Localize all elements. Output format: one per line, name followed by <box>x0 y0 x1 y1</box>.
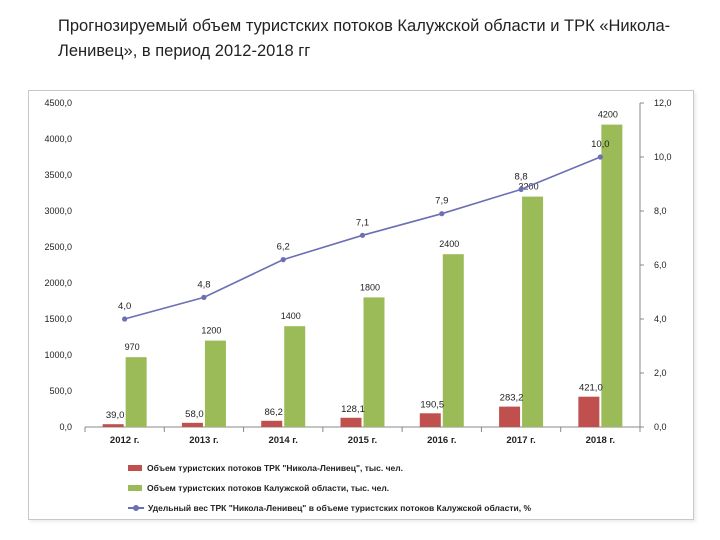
y-right-tick-label: 12,0 <box>654 98 672 108</box>
bar-trk <box>499 406 521 427</box>
y-right-tick-label: 0,0 <box>654 422 667 432</box>
legend-swatch-kaluga <box>128 485 142 491</box>
data-label-kaluga: 1200 <box>201 326 221 336</box>
legend-label-kaluga: Объем туристских потоков Калужской облас… <box>147 483 390 493</box>
data-label-kaluga: 4200 <box>598 110 618 120</box>
y-left-tick-label: 1000,0 <box>44 350 72 360</box>
y-left-tick-label: 3500,0 <box>44 170 72 180</box>
data-label-kaluga: 970 <box>125 342 140 352</box>
y-left-tick-label: 2000,0 <box>44 278 72 288</box>
legend-label-share: Удельный вес ТРК "Никола-Ленивец" в объе… <box>148 503 532 513</box>
point-share <box>518 186 524 192</box>
data-label-trk: 128,1 <box>341 404 365 415</box>
bar-kaluga <box>601 124 623 427</box>
y-right-tick-label: 8,0 <box>654 206 667 216</box>
bar-trk <box>261 420 283 427</box>
legend: Объем туристских потоков ТРК "Никола-Лен… <box>128 458 531 518</box>
y-left-tick-label: 3000,0 <box>44 206 72 216</box>
bar-trk <box>102 424 124 427</box>
y-right-tick-label: 6,0 <box>654 260 667 270</box>
data-label-trk: 39,0 <box>106 410 125 421</box>
data-label-kaluga: 2400 <box>439 239 459 249</box>
x-tick-label: 2014 г. <box>269 435 298 446</box>
point-share <box>597 154 603 160</box>
y-left-tick-label: 4000,0 <box>44 134 72 144</box>
point-share <box>439 211 445 217</box>
data-label-trk: 190,5 <box>420 399 444 410</box>
x-tick-label: 2018 г. <box>586 435 615 446</box>
data-label-kaluga: 1800 <box>360 282 380 292</box>
data-label-share: 7,9 <box>435 196 448 207</box>
data-label-trk: 421,0 <box>579 383 603 394</box>
legend-swatch-trk <box>128 465 142 471</box>
data-label-share: 8,8 <box>514 171 527 182</box>
data-label-share: 7,1 <box>356 217 369 228</box>
point-share <box>122 316 128 322</box>
legend-item-share: Удельный вес ТРК "Никола-Ленивец" в объе… <box>128 498 531 518</box>
bar-trk <box>340 417 362 427</box>
legend-swatch-share <box>128 504 144 512</box>
x-tick-label: 2015 г. <box>348 435 377 446</box>
data-label-kaluga: 1400 <box>281 311 301 321</box>
x-tick-label: 2017 г. <box>506 435 535 446</box>
data-label-share: 4,8 <box>197 279 210 290</box>
y-right-tick-label: 2,0 <box>654 368 667 378</box>
point-share <box>359 232 366 238</box>
bar-trk <box>181 422 203 427</box>
bar-trk <box>578 396 600 427</box>
data-label-share: 4,0 <box>118 301 131 312</box>
bar-kaluga <box>522 196 544 427</box>
data-label-share: 6,2 <box>277 242 290 253</box>
y-left-tick-label: 0,0 <box>59 422 72 432</box>
x-tick-label: 2016 г. <box>427 435 456 446</box>
page-title: Прогнозируемый объем туристских потоков … <box>58 17 671 60</box>
legend-label-trk: Объем туристских потоков ТРК "Никола-Лен… <box>147 463 404 473</box>
data-label-trk: 58,0 <box>185 409 204 420</box>
bar-kaluga <box>284 326 306 427</box>
bar-kaluga <box>442 254 464 427</box>
y-left-tick-label: 500,0 <box>49 386 72 396</box>
data-label-trk: 283,2 <box>500 393 524 404</box>
data-label-trk: 86,2 <box>264 407 283 418</box>
data-label-share: 10,0 <box>591 139 610 150</box>
x-tick-label: 2013 г. <box>189 435 218 446</box>
bar-kaluga <box>125 357 147 427</box>
legend-item-trk: Объем туристских потоков ТРК "Никола-Лен… <box>128 458 531 478</box>
bar-kaluga <box>363 297 385 427</box>
bar-trk <box>419 413 441 427</box>
legend-item-kaluga: Объем туристских потоков Калужской облас… <box>128 478 531 498</box>
bar-kaluga <box>204 340 226 427</box>
point-share <box>280 257 286 263</box>
y-right-tick-label: 4,0 <box>654 314 667 324</box>
y-left-tick-label: 2500,0 <box>44 242 72 252</box>
x-tick-label: 2012 г. <box>110 435 139 446</box>
y-left-tick-label: 1500,0 <box>44 314 72 324</box>
chart-frame <box>28 90 694 520</box>
y-left-tick-label: 4500,0 <box>44 98 72 108</box>
y-right-tick-label: 10,0 <box>654 152 672 162</box>
point-share <box>201 294 207 300</box>
